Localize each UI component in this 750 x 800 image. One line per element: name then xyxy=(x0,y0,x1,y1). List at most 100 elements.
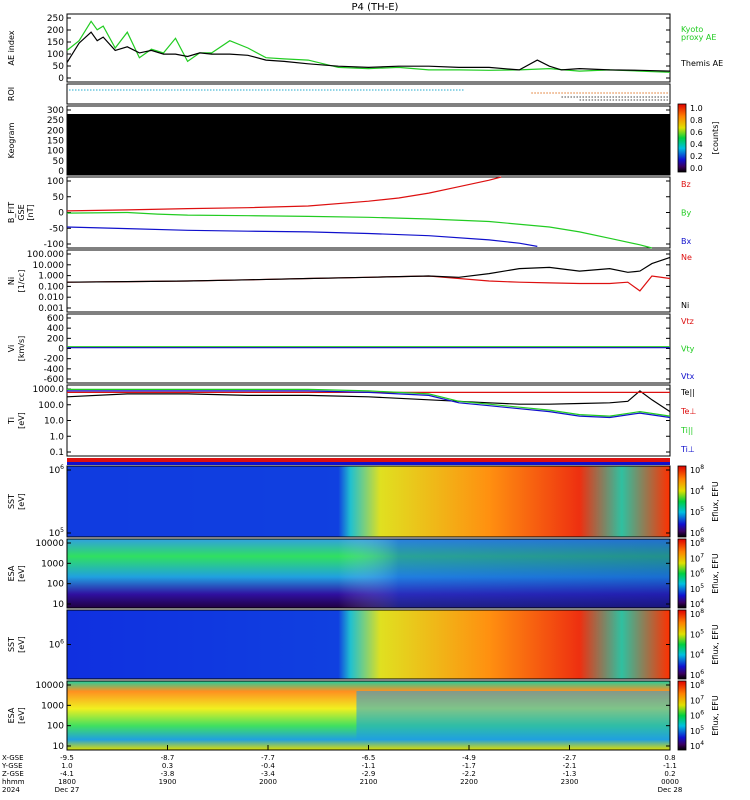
ylabel-esa-i: ESA xyxy=(7,707,16,723)
xaxis-value: 2300 xyxy=(561,778,579,786)
ytick-label-v: 0 xyxy=(58,345,64,355)
legend-kyoto: Kyoto xyxy=(681,25,703,34)
ylabel2-esa-i: [eV] xyxy=(17,707,26,724)
ytick-label-v: 400 xyxy=(47,324,64,334)
ytick-label-v: 600 xyxy=(47,314,64,324)
colorbar-tick-esa-e: 106 xyxy=(690,568,704,579)
ytick-label-keogram: 200 xyxy=(47,126,64,136)
ylabel2-sst-i: [eV] xyxy=(17,636,26,653)
xaxis-value: -2.7 xyxy=(563,754,577,762)
ytick-label-ae: 250 xyxy=(47,14,64,24)
colorbar-tick-esa-i: 106 xyxy=(690,710,704,721)
ytick-label-esa-i: 1000 xyxy=(41,701,64,711)
ytick-label-n: 0.001 xyxy=(38,304,64,314)
ytick-label-n: 1.000 xyxy=(38,272,64,282)
ytick-label-b: 50 xyxy=(53,193,65,203)
legend-t-0: Te|| xyxy=(680,388,695,397)
ylabel-ae: AE index xyxy=(7,30,16,65)
panel-frame-sst-e xyxy=(66,465,671,538)
sst-i-spectrogram xyxy=(67,610,670,679)
colorbar-tick-esa-i: 108 xyxy=(690,679,704,690)
ylabel2-n: [1/cc] xyxy=(17,270,26,293)
ylabel-v: Vi xyxy=(7,345,16,353)
ylabel-n: Ni xyxy=(7,277,16,285)
ytick-label-ae: 100 xyxy=(47,50,64,60)
series-line-b-2 xyxy=(66,226,538,247)
ytick-label-v: -600 xyxy=(44,375,65,385)
ylabel2-v: [km/s] xyxy=(17,336,26,362)
xaxis-value: -1.7 xyxy=(462,762,476,770)
colorbar-tick-sst-i: 104 xyxy=(690,649,704,660)
xaxis-row-label: Z-GSE xyxy=(2,770,24,778)
xaxis-row-label: 2024 xyxy=(2,786,20,794)
xaxis-value: 0000 xyxy=(661,778,679,786)
colorbar-tick-esa-i: 105 xyxy=(690,725,704,736)
ytick-label-ae: 150 xyxy=(47,38,64,48)
colorbar-label-sst-i: Eflux, EFU xyxy=(711,624,720,665)
colorbar-label-sst-e: Eflux, EFU xyxy=(711,481,720,522)
xaxis-row-label: Y-GSE xyxy=(1,762,23,770)
ytick-label-n: 0.010 xyxy=(38,293,64,303)
panel-frame-esa-e xyxy=(66,538,671,609)
ytick-label-v: -400 xyxy=(44,365,65,375)
xaxis-value: Dec 27 xyxy=(55,786,80,794)
colorbar-tick-sst-e: 106 xyxy=(690,527,704,538)
legend-t-1: Te⊥ xyxy=(680,407,696,416)
legend-t-2: Ti|| xyxy=(680,426,693,435)
xaxis-value: -7.7 xyxy=(261,754,275,762)
ytick-label-keogram: 0 xyxy=(58,167,64,177)
ylabel-keogram: Keogram xyxy=(7,122,16,158)
panel-frame-roi xyxy=(66,83,671,105)
keogram-data xyxy=(67,114,670,175)
xaxis-value: -4.1 xyxy=(60,770,74,778)
xaxis-value: 0.2 xyxy=(664,770,675,778)
ytick-label-b: -100 xyxy=(44,240,65,250)
ytick-label-t: 0.1 xyxy=(50,448,64,458)
xaxis-row-label: X-GSE xyxy=(2,754,24,762)
ylabel2-esa-e: [eV] xyxy=(17,565,26,582)
plot-title: P4 (TH-E) xyxy=(352,2,399,13)
xaxis-value: -6.5 xyxy=(362,754,376,762)
xaxis-value: -2.1 xyxy=(563,762,577,770)
colorbar-tick-esa-e: 105 xyxy=(690,583,704,594)
ytick-label-n: 0.100 xyxy=(38,282,64,292)
colorbar-label-esa-i: Eflux, EFU xyxy=(711,695,720,736)
ytick-label-esa-i: 100 xyxy=(47,722,64,732)
ytick-label-esa-i: 10000 xyxy=(35,681,64,691)
series-line-ae-1 xyxy=(66,31,671,72)
series-line-t-3 xyxy=(67,390,671,419)
series-line-t-2 xyxy=(67,388,671,417)
ylabel-esa-e: ESA xyxy=(7,565,16,581)
colorbar-tick-sst-e: 104 xyxy=(690,485,704,496)
ytick-label-b: 100 xyxy=(47,177,64,187)
colorbar-tick-keogram: 0.6 xyxy=(690,128,703,137)
panel-frame-n xyxy=(66,249,671,313)
esa-i-low-region xyxy=(356,691,670,740)
ylabel-t: Ti xyxy=(7,417,16,425)
ytick-label-keogram: 50 xyxy=(53,157,65,167)
ylabel2-sst-e: [eV] xyxy=(17,493,26,510)
ytick-label-sst-e: 106 xyxy=(49,464,64,476)
ytick-label-sst-e: 105 xyxy=(49,527,64,539)
ytick-label-b: -50 xyxy=(49,224,64,234)
xaxis-value: -4.9 xyxy=(462,754,476,762)
panel-frame-b xyxy=(66,176,671,249)
ytick-label-n: 10.000 xyxy=(33,261,65,271)
legend-b-0: Bz xyxy=(681,180,691,189)
series-line-b-0 xyxy=(66,176,502,212)
xaxis-value: -9.5 xyxy=(60,754,74,762)
ytick-label-keogram: 150 xyxy=(47,137,64,147)
colorbar-tick-sst-e: 105 xyxy=(690,506,704,517)
xaxis-value: 1900 xyxy=(159,778,177,786)
panel-frame-v xyxy=(66,313,671,384)
colorbar-tick-keogram: 0.8 xyxy=(690,116,703,125)
colorbar-sst-i xyxy=(677,609,687,680)
ytick-label-t: 1.0 xyxy=(50,432,65,442)
ylabel-b: B_FIT xyxy=(7,202,16,223)
ytick-label-ae: 50 xyxy=(53,62,65,72)
ylabel2-b: GSE xyxy=(17,204,26,220)
ylabel-roi: ROI xyxy=(7,87,16,101)
colorbar-tick-sst-e: 108 xyxy=(690,464,704,475)
colorbar-tick-keogram: 0.0 xyxy=(690,164,703,173)
